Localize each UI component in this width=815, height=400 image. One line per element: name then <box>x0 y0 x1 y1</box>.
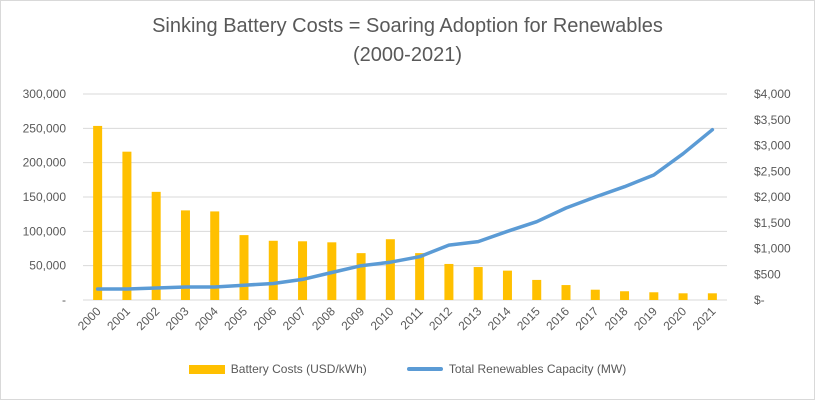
bar-battery-cost <box>210 211 220 300</box>
right-axis-tick-label: $500 <box>754 267 781 281</box>
x-axis-tick-label: 2004 <box>192 304 221 333</box>
bar-battery-cost <box>356 253 366 300</box>
x-axis-tick-label: 2010 <box>368 304 397 333</box>
chart-title-line-1: Sinking Battery Costs = Soaring Adoption… <box>152 15 663 37</box>
x-axis-tick-label: 2001 <box>104 304 133 333</box>
right-axis-tick-label: $2,000 <box>754 190 791 204</box>
x-axis-tick-label: 2012 <box>426 304 455 333</box>
x-axis-tick-label: 2003 <box>163 304 192 333</box>
bar-battery-cost <box>649 292 659 300</box>
line-renewables-capacity <box>95 127 715 291</box>
bar-battery-cost <box>415 253 425 300</box>
left-axis-tick-label: 300,000 <box>23 87 67 101</box>
x-axis-tick-label: 2018 <box>602 304 631 333</box>
x-axis-tick-label: 2019 <box>631 304 660 333</box>
bar-battery-cost <box>707 293 717 300</box>
bar-battery-cost <box>298 241 308 300</box>
legend-item-renewables-capacity[interactable]: Total Renewables Capacity (MW) <box>406 362 627 376</box>
x-axis-tick-label: 2017 <box>573 304 602 333</box>
left-axis-tick-label: - <box>62 293 66 307</box>
x-axis-tick-label: 2021 <box>690 304 719 333</box>
bar-battery-cost <box>151 191 161 300</box>
x-axis-tick-label: 2011 <box>398 304 426 332</box>
right-axis-tick-label: $2,500 <box>754 164 791 178</box>
left-axis-tick-label: 100,000 <box>23 224 67 238</box>
legend-label-battery-costs: Battery Costs (USD/kWh) <box>230 362 367 376</box>
bar-battery-cost <box>239 235 249 300</box>
right-axis-tick-label: $1,500 <box>754 216 791 230</box>
right-axis-tick-label: $3,000 <box>754 139 791 153</box>
x-axis-tick-label: 2009 <box>338 304 367 333</box>
right-axis-tick-label: $3,500 <box>754 113 791 127</box>
legend-item-battery-costs[interactable]: Battery Costs (USD/kWh) <box>188 362 367 376</box>
x-axis-tick-label: 2006 <box>251 304 280 333</box>
x-axis-tick-label: 2014 <box>485 304 514 333</box>
right-axis-tick-label: $4,000 <box>754 87 791 101</box>
left-axis-tick-label: 50,000 <box>29 259 66 273</box>
x-axis-tick-label: 2000 <box>75 304 104 333</box>
legend-swatch-bar <box>188 364 225 374</box>
x-axis-tick-label: 2015 <box>514 304 543 333</box>
x-axis-tick-label: 2002 <box>134 304 163 333</box>
x-axis-tick-label: 2013 <box>456 304 485 333</box>
x-axis-tick-label: 2007 <box>280 304 309 333</box>
bar-battery-cost <box>93 125 103 301</box>
bar-battery-cost <box>268 240 278 300</box>
bar-battery-cost <box>385 239 395 300</box>
bar-battery-cost <box>620 291 630 300</box>
bar-battery-cost <box>561 285 571 300</box>
legend-swatch-line <box>406 367 443 371</box>
legend: Battery Costs (USD/kWh) Total Renewables… <box>0 362 815 376</box>
bar-battery-cost <box>532 279 542 300</box>
x-axis-tick-label: 2008 <box>309 304 338 333</box>
chart-title: Sinking Battery Costs = Soaring Adoption… <box>0 12 815 70</box>
bar-battery-cost <box>502 270 512 300</box>
left-axis-tick-label: 200,000 <box>23 156 67 170</box>
chart-title-line-2: (2000-2021) <box>353 44 462 66</box>
bar-battery-cost <box>678 293 688 300</box>
bar-battery-cost <box>444 263 454 300</box>
bar-battery-cost <box>180 210 190 300</box>
bar-battery-cost <box>122 151 132 300</box>
bar-battery-cost <box>590 289 600 300</box>
right-axis-tick-label: $- <box>754 293 765 307</box>
left-axis-tick-label: 150,000 <box>23 190 67 204</box>
right-axis-tick-label: $1,000 <box>754 242 791 256</box>
left-axis-tick-label: 250,000 <box>23 121 67 135</box>
x-axis-tick-label: 2020 <box>660 304 689 333</box>
x-axis-tick-label: 2016 <box>543 304 572 333</box>
legend-label-renewables-capacity: Total Renewables Capacity (MW) <box>448 362 627 376</box>
x-axis-tick-label: 2005 <box>221 304 250 333</box>
bar-battery-cost <box>473 267 483 300</box>
